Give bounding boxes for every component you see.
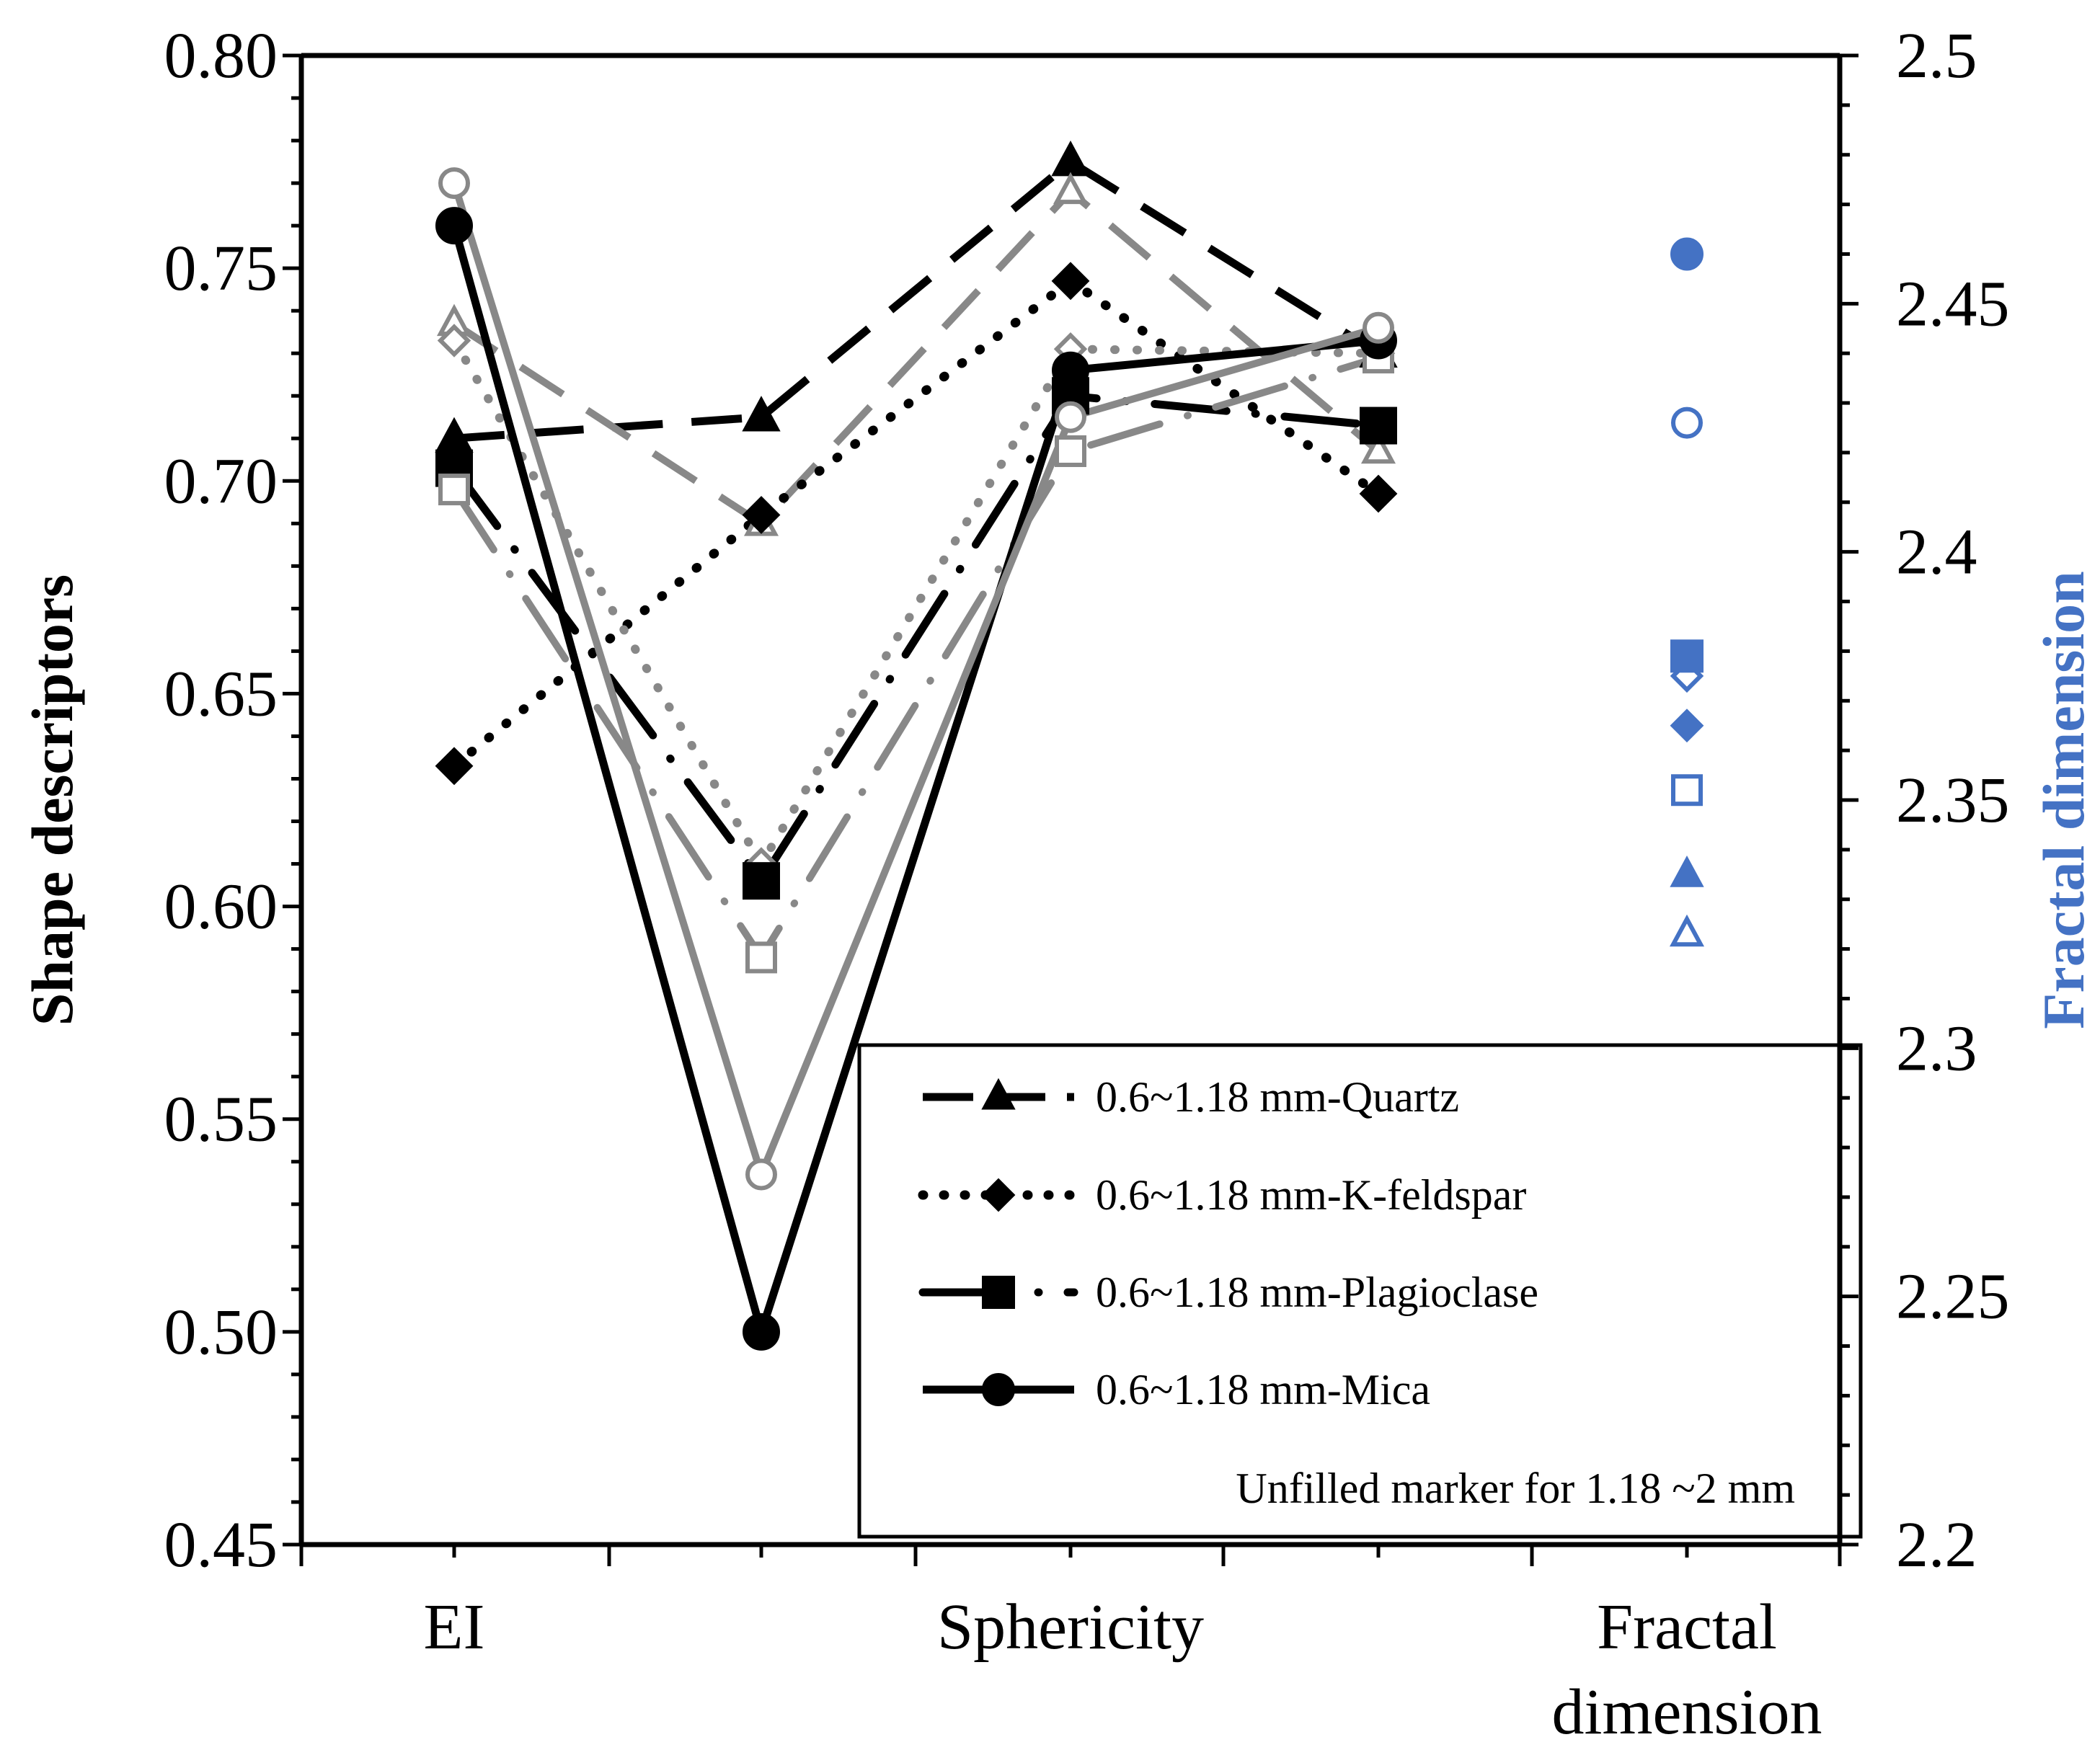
y-tick-label: 0.70: [164, 445, 278, 517]
legend-box: [857, 1043, 1863, 1539]
legend-label-quartz: 0.6~1.18 mm-Quartz: [1096, 1073, 1459, 1121]
data-point-kfeldspar-fine-2: [1051, 262, 1090, 301]
series-line-quartz-fine: [453, 158, 1381, 443]
series-line-kfeldspar-fine: [449, 276, 1383, 771]
fractal-point-quartz-fine: [1670, 855, 1704, 887]
fractal-point-mica-fine: [1670, 237, 1704, 271]
data-point-quartz-fine-1: [742, 396, 781, 432]
x-tick-label-ei: EI: [424, 1591, 485, 1663]
y-axis-title: Shape descriptors: [19, 574, 85, 1026]
x-tick-label-sphericity: Sphericity: [937, 1591, 1204, 1663]
data-point-kfeldspar-coarse-0: [437, 324, 471, 357]
y-tick-label: 0.65: [164, 658, 278, 729]
data-point-mica-fine-1: [743, 1312, 780, 1351]
data-point-mica-coarse-3: [1363, 311, 1394, 344]
data-point-quartz-coarse-2: [1053, 172, 1089, 205]
y-tick-label: 0.55: [164, 1084, 278, 1155]
legend-marker-plagioclase: [982, 1276, 1015, 1309]
data-point-mica-coarse-1: [745, 1158, 777, 1191]
y2-tick-label: 2.35: [1896, 765, 2010, 836]
data-point-plagioclase-coarse-1: [745, 941, 777, 974]
data-point-mica-fine-0: [435, 207, 473, 245]
legend-label-plagioclase: 0.6~1.18 mm-Plagioclase: [1096, 1269, 1538, 1316]
legend-label-kfeldspar: 0.6~1.18 mm-K-feldspar: [1096, 1171, 1526, 1219]
data-point-plagioclase-coarse-0: [438, 474, 470, 506]
y2-tick-label: 2.3: [1896, 1013, 1977, 1084]
data-point-kfeldspar-fine-0: [435, 747, 474, 786]
data-point-mica-coarse-2: [1055, 401, 1086, 433]
series-line-mica-fine: [450, 224, 1379, 1336]
data-point-kfeldspar-fine-3: [1359, 474, 1398, 513]
y2-tick-label: 2.45: [1896, 268, 2010, 339]
series-line-quartz-coarse: [452, 187, 1381, 528]
data-point-mica-fine-2: [1052, 351, 1089, 389]
data-point-plagioclase-fine-1: [743, 862, 780, 900]
data-point-kfeldspar-fine-1: [742, 496, 781, 534]
data-point-quartz-fine-2: [1051, 140, 1090, 177]
y-tick-label: 0.45: [164, 1509, 278, 1581]
fractal-point-quartz-coarse: [1669, 914, 1705, 947]
data-point-mica-coarse-0: [438, 167, 470, 200]
fractal-point-kfeldspar-fine: [1670, 709, 1704, 743]
y-tick-label: 0.75: [164, 233, 278, 304]
y2-tick-label: 2.4: [1896, 517, 1977, 588]
y2-tick-label: 2.2: [1896, 1509, 1977, 1581]
y-tick-label: 0.60: [164, 871, 278, 943]
y2-tick-label: 2.25: [1896, 1261, 2010, 1333]
fractal-point-plagioclase-fine: [1670, 639, 1704, 673]
data-point-plagioclase-coarse-2: [1055, 435, 1086, 467]
y-tick-label: 0.80: [164, 20, 278, 92]
legend-label-mica: 0.6~1.18 mm-Mica: [1096, 1366, 1430, 1413]
legend-marker-quartz: [981, 1078, 1016, 1110]
fractal-point-plagioclase-coarse: [1671, 774, 1703, 807]
legend-marker-kfeldspar: [981, 1178, 1016, 1212]
y2-tick-label: 2.5: [1896, 20, 1977, 92]
y2-axis-title: Fractal dimension: [2031, 571, 2096, 1029]
data-point-plagioclase-fine-3: [1360, 407, 1397, 445]
y-tick-label: 0.50: [164, 1297, 278, 1368]
x-tick-label-dimension: dimension: [1552, 1676, 1822, 1748]
series-line-mica-coarse: [451, 182, 1380, 1178]
data-point-quartz-coarse-3: [1360, 431, 1396, 464]
series-line-kfeldspar-coarse: [450, 336, 1383, 869]
x-tick-label-fractal: Fractal: [1597, 1591, 1777, 1663]
legend-marker-mica: [982, 1373, 1015, 1406]
fractal-point-mica-coarse: [1671, 407, 1703, 439]
legend-note: Unfilled marker for 1.18 ~2 mm: [1236, 1465, 1795, 1512]
series-line-plagioclase-coarse: [451, 354, 1382, 961]
